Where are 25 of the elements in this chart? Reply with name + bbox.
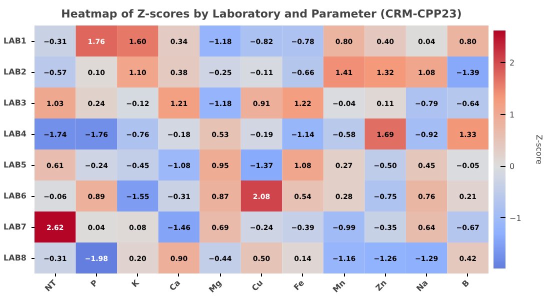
color-bar-label: 1 bbox=[510, 110, 515, 120]
x-tick-label: Mg bbox=[207, 278, 224, 294]
y-tick-label: LAB6 bbox=[4, 192, 27, 200]
x-tick-label: Ca bbox=[168, 278, 182, 293]
y-tick-label: LAB7 bbox=[4, 222, 26, 232]
x-tick-label: Cu bbox=[250, 278, 265, 293]
y-tick-label: LAB2 bbox=[4, 68, 26, 76]
x-tick-label: P bbox=[89, 278, 100, 289]
chart-title: Heatmap of Z-scores by Laboratory and Parameter (CRM-CPP23) bbox=[61, 8, 462, 20]
x-tick-label: K bbox=[130, 278, 142, 290]
y-tick-label: LAB5 bbox=[4, 160, 27, 170]
y-tick-label: LAB8 bbox=[4, 254, 27, 262]
color-bar-label: −1 bbox=[510, 214, 522, 223]
color-bar-title: Z-score bbox=[534, 134, 544, 164]
color-bar-label: 2 bbox=[510, 58, 515, 68]
x-tick-label: Zn bbox=[374, 278, 389, 293]
x-tick-label: B bbox=[460, 278, 472, 289]
color-bar-label: 0 bbox=[510, 162, 515, 172]
x-tick-label: Fe bbox=[292, 278, 306, 292]
y-tick-label: LAB3 bbox=[4, 98, 26, 108]
x-tick-label: Na bbox=[414, 278, 430, 294]
x-tick-label: Mn bbox=[331, 278, 348, 294]
y-tick-label: LAB4 bbox=[4, 130, 27, 138]
y-tick-label: LAB1 bbox=[4, 36, 27, 46]
x-tick-label: NT bbox=[43, 278, 59, 294]
